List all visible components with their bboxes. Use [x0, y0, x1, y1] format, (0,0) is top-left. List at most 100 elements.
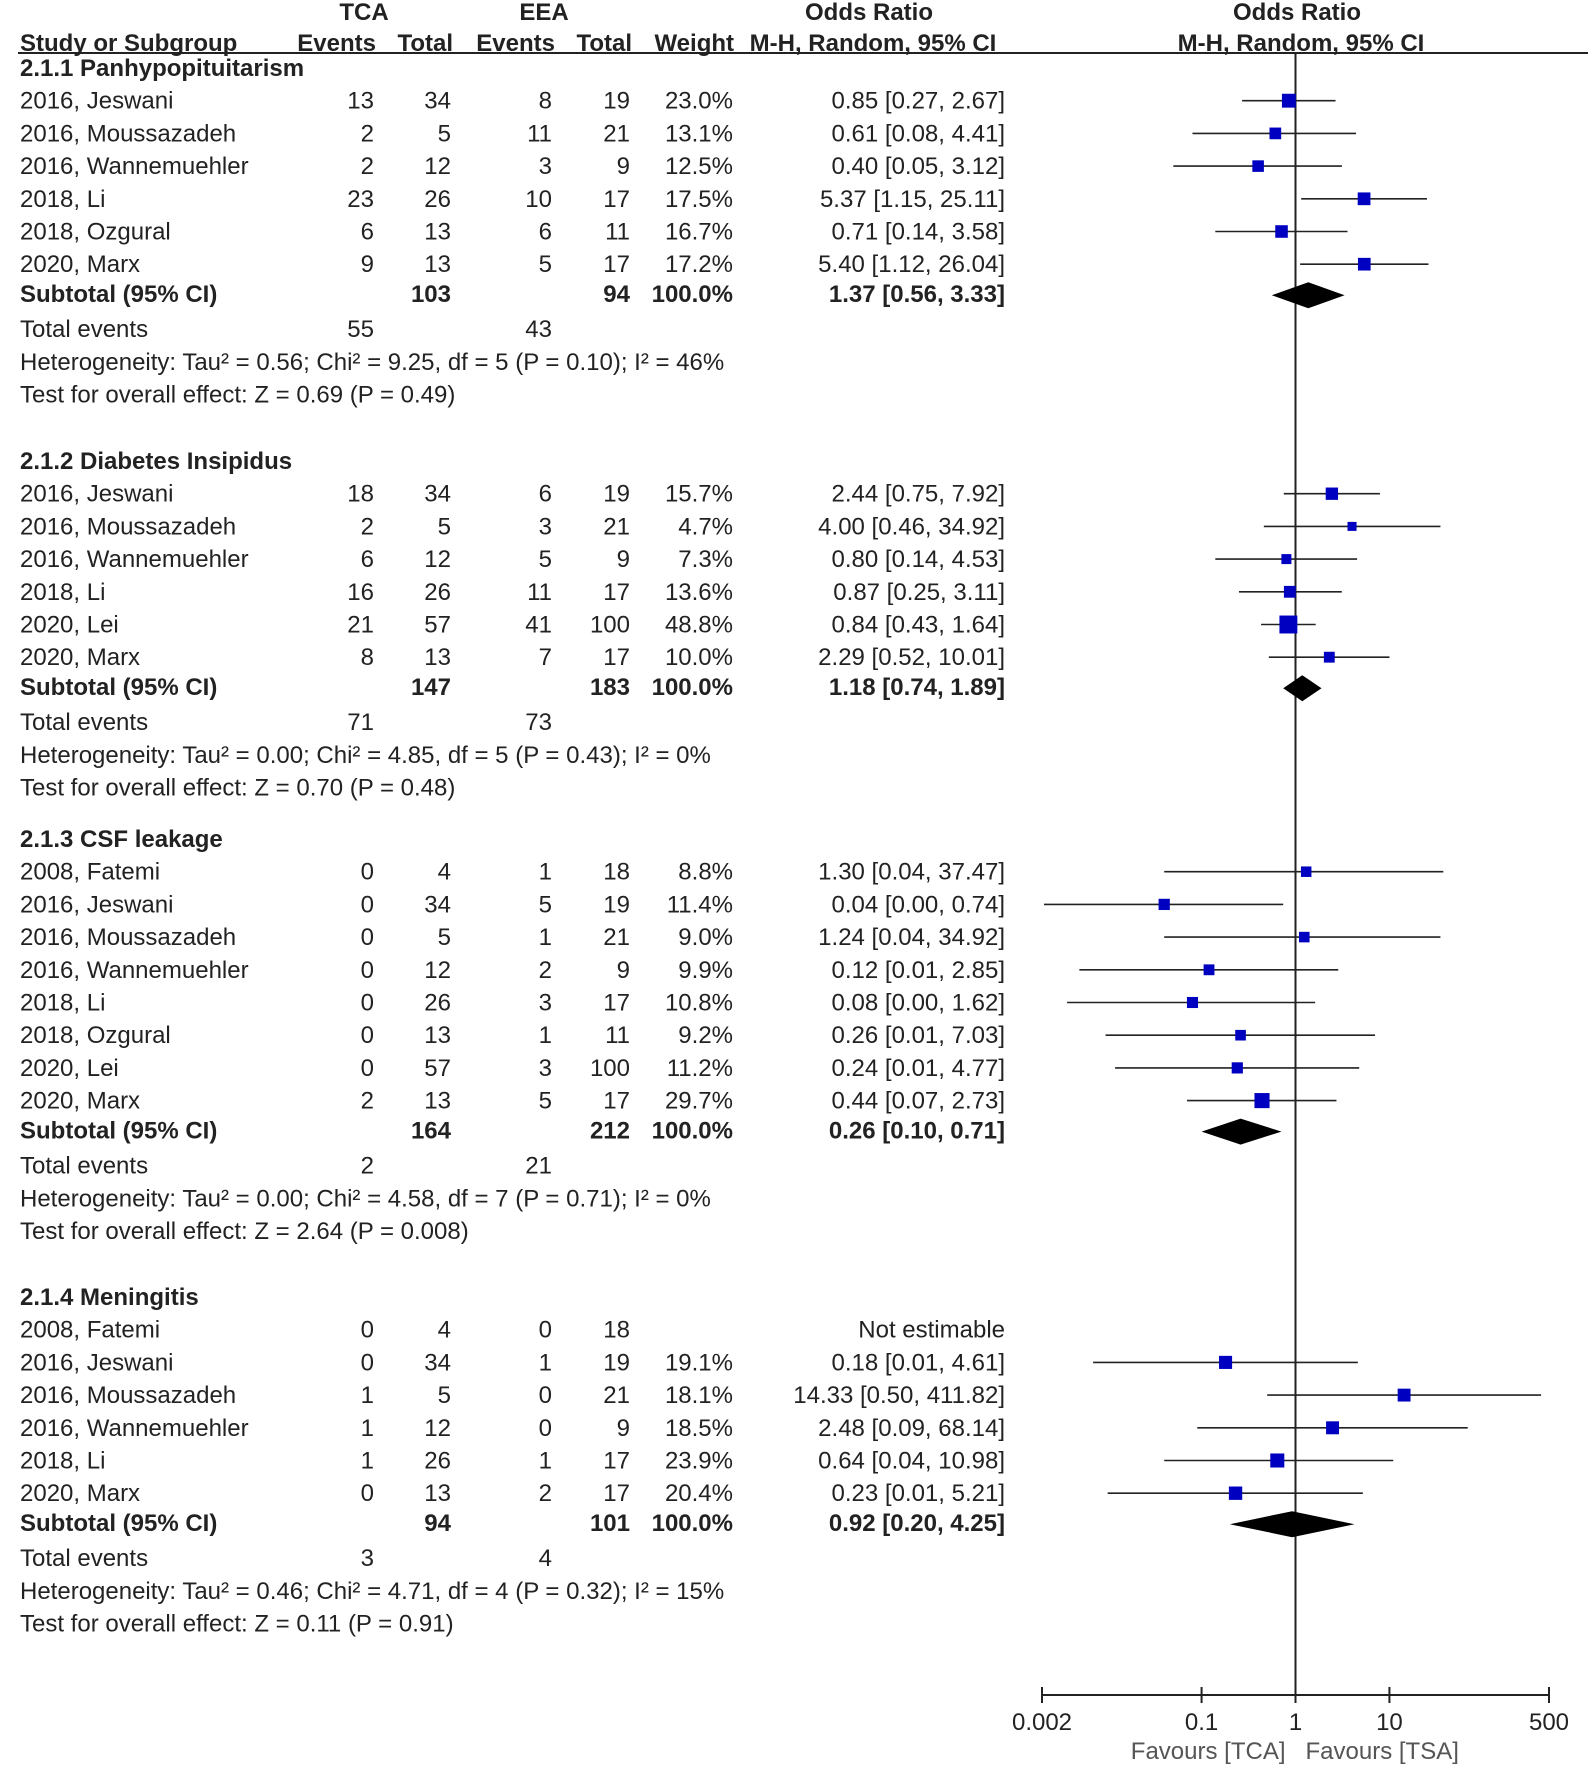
study-marker: [1397, 1388, 1411, 1402]
events-1: 18: [347, 481, 374, 508]
study-name: 2016, Wannemuehler: [20, 1415, 249, 1442]
odds-ratio-ci: 0.18 [0.01, 4.61]: [832, 1349, 1005, 1376]
events-1: 6: [361, 219, 374, 246]
heterogeneity: Heterogeneity: Tau² = 0.46; Chi² = 4.71,…: [20, 1578, 724, 1605]
events-2: 0: [539, 1415, 552, 1442]
study-marker: [1357, 257, 1371, 271]
total-1: 34: [424, 481, 451, 508]
subtotal-odds-ratio-ci: 0.92 [0.20, 4.25]: [829, 1510, 1005, 1537]
events-2: 2: [539, 957, 552, 984]
subtotal-total-2: 212: [590, 1118, 630, 1145]
events-1: 1: [361, 1448, 374, 1475]
study-name: 2020, Lei: [20, 612, 119, 639]
subgroup-title: 2.1.2 Diabetes Insipidus: [20, 448, 292, 475]
study-marker: [1357, 192, 1371, 206]
events-1: 0: [361, 924, 374, 951]
study-marker: [1228, 1486, 1243, 1500]
study-marker: [1254, 1093, 1270, 1109]
events-1: 21: [347, 612, 374, 639]
weight: 7.3%: [678, 546, 733, 573]
weight: 11.2%: [667, 1055, 733, 1082]
study-name: 2018, Ozgural: [20, 219, 171, 246]
events-2: 6: [539, 219, 552, 246]
subtotal-diamond: [1283, 675, 1322, 702]
total-1: 26: [424, 579, 451, 606]
total-events-2: 21: [525, 1153, 552, 1180]
total-1: 26: [424, 186, 451, 213]
total-events-1: 55: [347, 316, 374, 343]
events-2: 3: [539, 153, 552, 180]
events-2: 8: [539, 88, 552, 115]
favours-right-label: Favours [TSA]: [1306, 1738, 1459, 1765]
total-1: 13: [424, 1022, 451, 1049]
heterogeneity: Heterogeneity: Tau² = 0.56; Chi² = 9.25,…: [20, 349, 724, 376]
total-1: 4: [438, 859, 451, 886]
study-marker: [1323, 651, 1335, 663]
study-name: 2020, Marx: [20, 1480, 140, 1507]
odds-ratio-ci: 0.64 [0.04, 10.98]: [818, 1448, 1005, 1475]
study-name: 2016, Jeswani: [20, 891, 173, 918]
x-tick-label: 10: [1376, 1709, 1403, 1736]
weight: 9.2%: [678, 1022, 733, 1049]
study-name: 2016, Wannemuehler: [20, 546, 249, 573]
total-1: 34: [424, 88, 451, 115]
total-1: 4: [438, 1317, 451, 1344]
events-1: 0: [361, 1022, 374, 1049]
weight: 11.4%: [667, 891, 733, 918]
events-1: 0: [361, 957, 374, 984]
odds-ratio-ci: 0.24 [0.01, 4.77]: [832, 1055, 1005, 1082]
total-events-label: Total events: [20, 316, 148, 343]
study-marker: [1235, 1029, 1246, 1041]
total-2: 17: [603, 990, 630, 1017]
total-events-label: Total events: [20, 709, 148, 736]
study-marker: [1300, 866, 1312, 877]
total-1: 5: [438, 1382, 451, 1409]
total-2: 19: [603, 891, 630, 918]
events-1: 2: [361, 1088, 374, 1115]
events-1: 16: [347, 579, 374, 606]
study-name: 2018, Ozgural: [20, 1022, 171, 1049]
weight: 17.5%: [665, 186, 733, 213]
study-name: 2020, Marx: [20, 644, 140, 671]
weight: 13.1%: [665, 120, 733, 147]
x-tick-label: 0.002: [1012, 1709, 1072, 1736]
total-2: 100: [590, 612, 630, 639]
total-2: 18: [603, 1317, 630, 1344]
total-2: 21: [603, 924, 630, 951]
total-events-1: 2: [361, 1153, 374, 1180]
study-marker: [1252, 160, 1264, 172]
events-1: 0: [361, 859, 374, 886]
total-1: 12: [424, 957, 451, 984]
events-1: 23: [347, 186, 374, 213]
odds-ratio-ci: 0.85 [0.27, 2.67]: [832, 88, 1005, 115]
weight: 23.9%: [665, 1448, 733, 1475]
total-2: 11: [605, 219, 630, 246]
odds-ratio-ci: 0.04 [0.00, 0.74]: [832, 891, 1005, 918]
total-2: 18: [603, 859, 630, 886]
events-2: 10: [525, 186, 552, 213]
events-1: 6: [361, 546, 374, 573]
odds-ratio-ci: 0.84 [0.43, 1.64]: [832, 612, 1005, 639]
odds-ratio-ci: 0.80 [0.14, 4.53]: [832, 546, 1005, 573]
total-2: 17: [603, 1480, 630, 1507]
weight: 23.0%: [665, 88, 733, 115]
total-2: 21: [603, 120, 630, 147]
total-2: 17: [603, 1088, 630, 1115]
odds-ratio-ci: 4.00 [0.46, 34.92]: [818, 513, 1005, 540]
header-group1: TCA: [339, 0, 388, 26]
odds-ratio-ci: 0.61 [0.08, 4.41]: [832, 120, 1005, 147]
study-marker: [1279, 615, 1298, 634]
events-2: 3: [539, 1055, 552, 1082]
subtotal-diamond: [1229, 1511, 1355, 1538]
odds-ratio-ci: Not estimable: [858, 1317, 1005, 1344]
total-events-2: 4: [539, 1545, 552, 1572]
events-2: 0: [539, 1382, 552, 1409]
total-2: 17: [603, 186, 630, 213]
odds-ratio-ci: 5.37 [1.15, 25.11]: [820, 186, 1005, 213]
total-1: 5: [438, 924, 451, 951]
overall-effect: Test for overall effect: Z = 0.69 (P = 0…: [20, 382, 455, 409]
study-marker: [1326, 1421, 1340, 1435]
header-odds-ratio: Odds Ratio: [805, 0, 933, 26]
events-2: 0: [539, 1317, 552, 1344]
